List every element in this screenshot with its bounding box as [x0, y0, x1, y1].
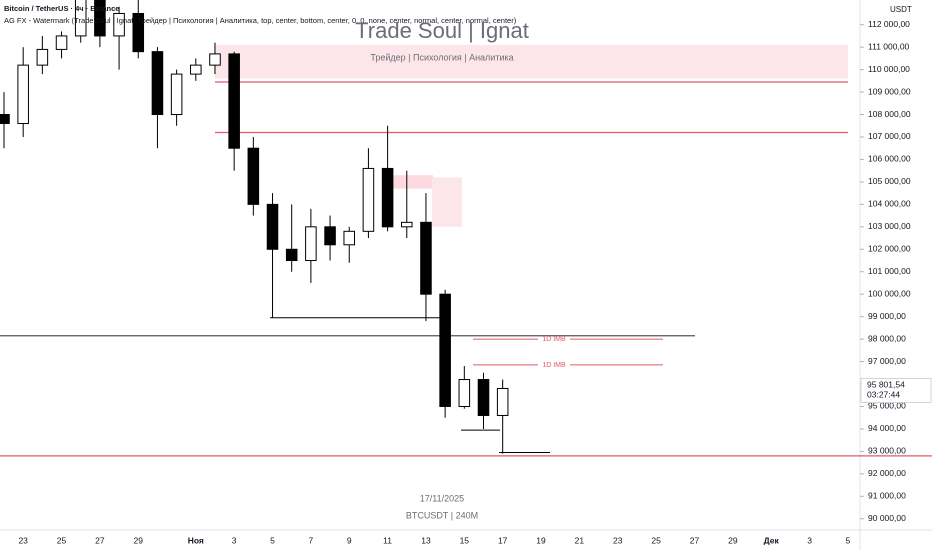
candle-body — [36, 48, 49, 66]
x-tick-label: 25 — [651, 535, 661, 545]
candle-body — [228, 53, 240, 149]
imbalance-label: 1D IMB — [542, 336, 566, 343]
y-tick-label: 108 000,00 — [868, 109, 911, 119]
y-tick-label: 102 000,00 — [868, 244, 911, 254]
y-tick-label: 109 000,00 — [868, 86, 911, 96]
y-axis-unit: USDT — [890, 5, 912, 14]
x-tick-label: 27 — [690, 535, 700, 545]
candle-body — [458, 379, 471, 407]
x-tick-label: 11 — [383, 535, 392, 545]
y-tick-label: 105 000,00 — [868, 176, 911, 186]
candle-body — [362, 167, 375, 232]
y-tick-label: 99 000,00 — [868, 311, 906, 321]
x-tick-label: 15 — [460, 535, 470, 545]
x-tick-label: 5 — [270, 535, 275, 545]
candle-body — [151, 51, 164, 116]
y-tick-label: 111 000,00 — [868, 41, 910, 51]
imbalance-label: 1D IMB — [542, 362, 566, 369]
candle-body — [401, 221, 413, 228]
x-tick-label: 3 — [807, 535, 812, 545]
price-tag-label: 95 801,54 — [867, 380, 905, 390]
candle-body — [190, 64, 202, 75]
y-tick-label: 93 000,00 — [868, 446, 906, 456]
candle-body — [496, 387, 509, 416]
watermark-title: Trade Soul | Ignat — [355, 18, 529, 43]
candle-body — [55, 35, 68, 50]
candle-body — [17, 64, 29, 125]
candle-body — [94, 0, 106, 37]
candle-body — [420, 221, 432, 295]
y-tick-label: 112 000,00 — [868, 19, 910, 29]
indicator-header: AG FX - Watermark (Trade Soul | Ignat, Т… — [4, 16, 517, 25]
candle-body — [132, 12, 145, 53]
candle-body — [209, 53, 221, 66]
candle-body — [381, 167, 394, 228]
countdown: 03:27:44 — [867, 390, 900, 400]
candle-body — [247, 147, 260, 205]
y-tick-label: 110 000,00 — [868, 64, 910, 74]
footer-date: 17/11/2025 — [420, 493, 464, 503]
x-tick-label: 25 — [57, 535, 67, 545]
x-tick-label: 29 — [728, 535, 738, 545]
x-tick-label: Ноя — [188, 535, 204, 545]
y-tick-label: 104 000,00 — [868, 199, 911, 209]
y-tick-label: 95 000,00 — [868, 401, 906, 411]
zone — [215, 44, 848, 79]
y-tick-label: 106 000,00 — [868, 154, 911, 164]
y-tick-label: 98 000,00 — [868, 333, 906, 343]
y-tick-label: 91 000,00 — [868, 491, 906, 501]
candle-body — [170, 73, 183, 116]
price-tag — [860, 377, 932, 403]
x-tick-label: 9 — [347, 535, 352, 545]
x-tick-label: 19 — [536, 535, 546, 545]
candle-body — [477, 379, 490, 416]
candle-body — [343, 230, 356, 246]
x-tick-label: 3 — [232, 535, 237, 545]
candle-body — [285, 248, 298, 262]
candle-body — [74, 0, 87, 37]
candle-body — [439, 293, 451, 407]
footer-symbol: BTCUSDT | 240M — [406, 510, 478, 520]
y-tick-label: 103 000,00 — [868, 221, 911, 231]
x-tick-label: 5 — [846, 535, 851, 545]
plot: 1D IMB 1D IMB — [0, 0, 932, 457]
y-tick-label: 90 000,00 — [868, 513, 906, 523]
y-tick-label: 100 000,00 — [868, 288, 911, 298]
x-tick-label: 17 — [498, 535, 508, 545]
y-tick-label: 101 000,00 — [868, 266, 911, 276]
x-tick-label: 13 — [421, 535, 431, 545]
x-tick-label: 23 — [18, 535, 28, 545]
candle-body — [113, 12, 125, 37]
candle-body — [266, 203, 279, 250]
x-tick-label: 23 — [613, 535, 623, 545]
candle-body — [0, 114, 10, 125]
y-tick-label: 107 000,00 — [868, 131, 911, 141]
x-tick-label: 7 — [309, 535, 314, 545]
x-tick-label: 27 — [95, 535, 105, 545]
x-tick-label: Дек — [764, 535, 780, 545]
y-tick-label: 97 000,00 — [868, 356, 906, 366]
y-tick-label: 92 000,00 — [868, 468, 906, 478]
y-tick-label: 94 000,00 — [868, 423, 906, 433]
symbol-header: Bitcoin / TetherUS · 4ч · Binance — [4, 4, 119, 13]
candle-body — [305, 226, 317, 262]
zone — [393, 175, 433, 189]
x-tick-label: 21 — [575, 535, 585, 545]
x-tick-label: 29 — [134, 535, 144, 545]
watermark-subtitle: Трейдер | Психология | Аналитика — [370, 52, 513, 62]
zone — [432, 177, 462, 227]
candle-body — [324, 226, 336, 246]
